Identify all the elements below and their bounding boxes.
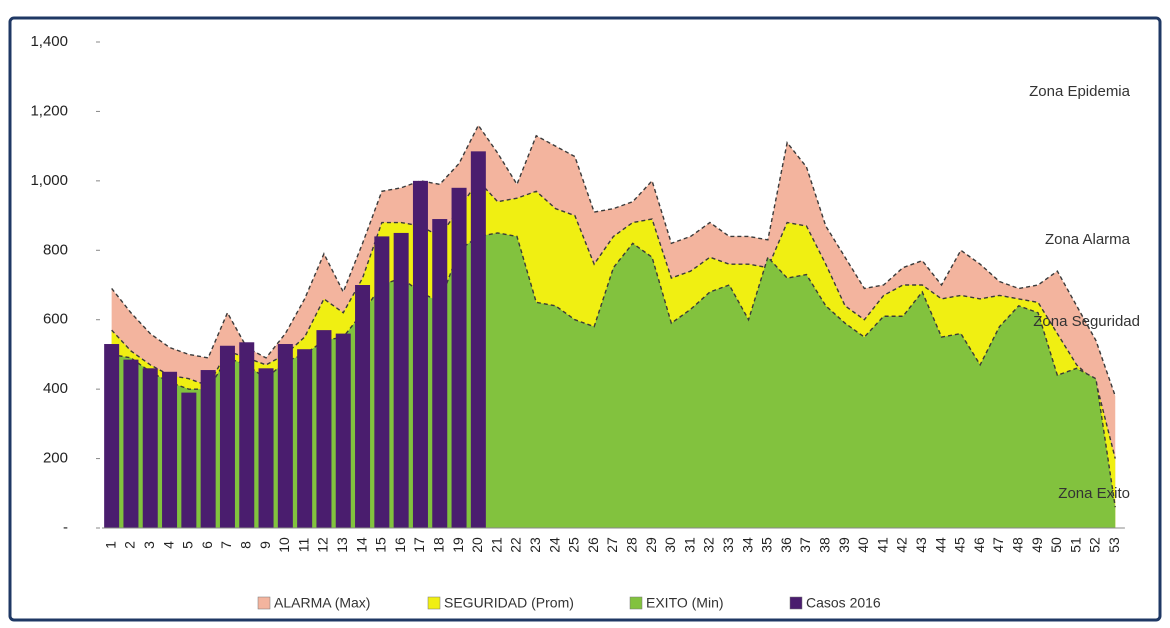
bar bbox=[470, 151, 486, 528]
x-tick-label: 49 bbox=[1029, 537, 1045, 553]
y-tick-label: 200 bbox=[43, 450, 68, 467]
x-tick-label: 7 bbox=[218, 541, 234, 549]
x-tick-label: 8 bbox=[237, 541, 253, 549]
legend-swatch bbox=[257, 596, 271, 610]
legend-label: Casos 2016 bbox=[806, 595, 881, 611]
x-tick-label: 53 bbox=[1106, 537, 1122, 553]
x-tick-label: 50 bbox=[1048, 537, 1064, 553]
bar bbox=[142, 368, 158, 528]
x-tick-label: 37 bbox=[797, 537, 813, 553]
x-tick-label: 11 bbox=[295, 538, 311, 553]
x-tick-label: 29 bbox=[643, 537, 659, 553]
x-tick-label: 46 bbox=[971, 537, 987, 553]
bar bbox=[162, 371, 178, 528]
x-tick-label: 24 bbox=[546, 537, 562, 553]
annotation: Zona Epidemia bbox=[1029, 83, 1131, 100]
bar bbox=[412, 180, 428, 528]
x-tick-label: 22 bbox=[508, 537, 524, 553]
x-tick-label: 4 bbox=[160, 541, 176, 549]
x-tick-label: 47 bbox=[990, 537, 1006, 553]
x-tick-label: 44 bbox=[932, 537, 948, 553]
x-tick-label: 38 bbox=[816, 537, 832, 553]
legend-label: SEGURIDAD (Prom) bbox=[444, 595, 574, 611]
x-tick-label: 6 bbox=[199, 541, 215, 549]
legend-label: EXITO (Min) bbox=[646, 595, 724, 611]
x-tick-label: 28 bbox=[623, 537, 639, 553]
y-tick-label: 600 bbox=[43, 311, 68, 328]
x-tick-label: 45 bbox=[952, 537, 968, 553]
legend-swatch bbox=[789, 596, 803, 610]
x-tick-label: 36 bbox=[778, 537, 794, 553]
x-tick-label: 35 bbox=[759, 537, 775, 553]
x-tick-label: 15 bbox=[373, 537, 389, 553]
x-tick-label: 20 bbox=[469, 537, 485, 553]
x-tick-label: 33 bbox=[720, 537, 736, 553]
bar bbox=[277, 344, 293, 528]
bar bbox=[355, 285, 371, 528]
annotation: Zona Alarma bbox=[1045, 231, 1131, 248]
x-tick-label: 30 bbox=[662, 537, 678, 553]
x-tick-label: 21 bbox=[488, 537, 504, 553]
x-tick-label: 16 bbox=[392, 537, 408, 553]
bar bbox=[200, 370, 216, 528]
x-tick-label: 10 bbox=[276, 537, 292, 553]
legend-swatch bbox=[427, 596, 441, 610]
bar bbox=[219, 345, 235, 528]
y-tick-label: 400 bbox=[43, 380, 68, 397]
bar bbox=[239, 342, 255, 528]
x-tick-label: 26 bbox=[585, 537, 601, 553]
x-tick-label: 5 bbox=[180, 541, 196, 549]
area-edge bbox=[111, 179, 1116, 459]
x-tick-label: 18 bbox=[430, 537, 446, 553]
x-tick-label: 17 bbox=[411, 537, 427, 553]
annotation: Zona Exito bbox=[1058, 485, 1130, 502]
x-tick-label: 13 bbox=[334, 537, 350, 553]
x-tick-label: 19 bbox=[450, 537, 466, 553]
x-tick-label: 31 bbox=[681, 537, 697, 553]
x-tick-label: 25 bbox=[566, 537, 582, 553]
bar bbox=[104, 344, 120, 528]
y-tick-label: - bbox=[63, 519, 68, 536]
x-tick-label: 23 bbox=[527, 537, 543, 553]
x-tick-label: 42 bbox=[894, 537, 910, 553]
x-tick-label: 40 bbox=[855, 537, 871, 553]
x-tick-label: 12 bbox=[315, 537, 331, 553]
bar bbox=[335, 333, 351, 528]
area-edge bbox=[111, 123, 1116, 397]
bar bbox=[374, 236, 390, 528]
bar bbox=[297, 349, 313, 528]
y-tick-label: 1,200 bbox=[30, 102, 68, 119]
annotation: Zona Seguridad bbox=[1033, 313, 1140, 330]
x-tick-label: 43 bbox=[913, 537, 929, 553]
y-tick-label: 800 bbox=[43, 241, 68, 258]
x-tick-label: 48 bbox=[1009, 537, 1025, 553]
bar bbox=[393, 232, 409, 528]
bar bbox=[181, 392, 197, 528]
x-tick-label: 52 bbox=[1087, 537, 1103, 553]
x-tick-label: 2 bbox=[122, 541, 138, 549]
x-tick-label: 51 bbox=[1067, 537, 1083, 553]
x-tick-label: 3 bbox=[141, 541, 157, 549]
x-tick-label: 27 bbox=[604, 537, 620, 553]
x-tick-label: 34 bbox=[739, 537, 755, 553]
y-tick-label: 1,400 bbox=[30, 33, 68, 50]
x-tick-label: 9 bbox=[257, 541, 273, 549]
x-tick-label: 39 bbox=[836, 537, 852, 553]
x-tick-label: 14 bbox=[353, 537, 369, 553]
bar bbox=[451, 187, 467, 529]
bar bbox=[316, 330, 332, 528]
bar bbox=[258, 368, 274, 528]
bar bbox=[123, 359, 139, 528]
bar bbox=[432, 219, 448, 529]
legend-label: ALARMA (Max) bbox=[274, 595, 370, 611]
x-tick-label: 1 bbox=[102, 541, 118, 549]
x-tick-label: 41 bbox=[874, 537, 890, 553]
y-tick-label: 1,000 bbox=[30, 172, 68, 189]
legend-swatch bbox=[629, 596, 643, 610]
x-tick-label: 32 bbox=[701, 537, 717, 553]
